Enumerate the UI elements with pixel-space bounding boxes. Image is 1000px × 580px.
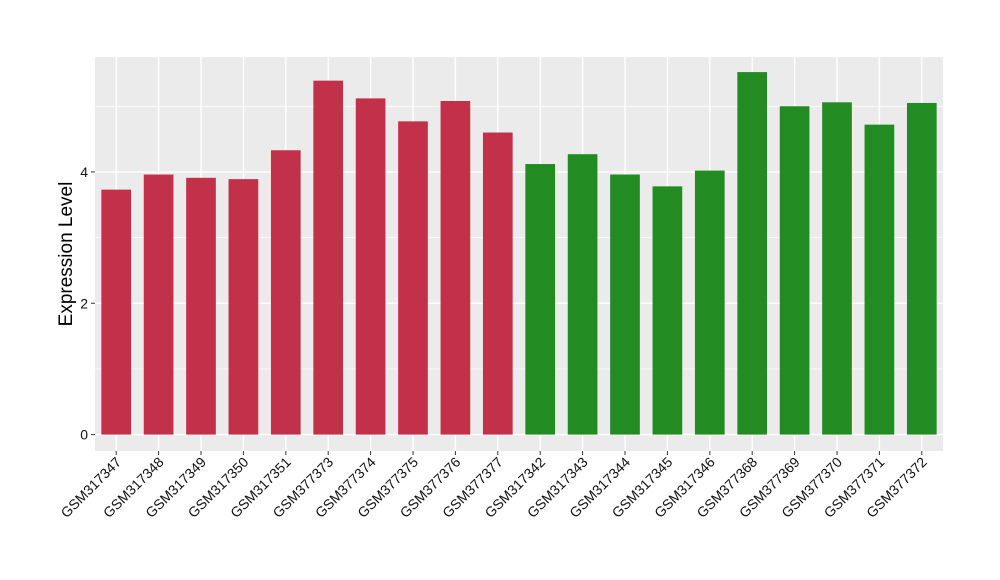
bar-GSM377373 xyxy=(313,80,344,435)
bar-GSM317348 xyxy=(143,174,174,435)
y-tick-label: 4 xyxy=(80,164,88,180)
bar-GSM377369 xyxy=(779,106,810,435)
bars xyxy=(101,72,937,435)
bar-GSM377375 xyxy=(398,121,428,435)
bar-GSM317343 xyxy=(567,154,598,435)
y-tick-label: 2 xyxy=(80,295,88,311)
bar-GSM377374 xyxy=(355,98,386,435)
bar-GSM317344 xyxy=(610,174,640,435)
bar-GSM377370 xyxy=(822,102,852,435)
y-axis-title: Expression Level xyxy=(56,182,77,327)
bar-GSM317350 xyxy=(228,179,259,435)
bar-GSM317346 xyxy=(694,170,725,435)
bar-GSM377376 xyxy=(440,100,471,435)
bar-GSM377368 xyxy=(737,72,768,435)
bar-GSM317347 xyxy=(101,189,132,435)
bar-GSM317345 xyxy=(652,186,683,435)
bar-GSM377372 xyxy=(906,102,937,435)
bar-GSM317349 xyxy=(186,177,216,435)
bar-GSM377371 xyxy=(864,124,895,435)
bar-GSM317351 xyxy=(270,150,301,435)
y-tick-label: 0 xyxy=(80,427,88,443)
plot-background xyxy=(95,57,943,451)
bar-GSM377377 xyxy=(482,132,513,435)
bar-GSM317342 xyxy=(525,164,556,435)
